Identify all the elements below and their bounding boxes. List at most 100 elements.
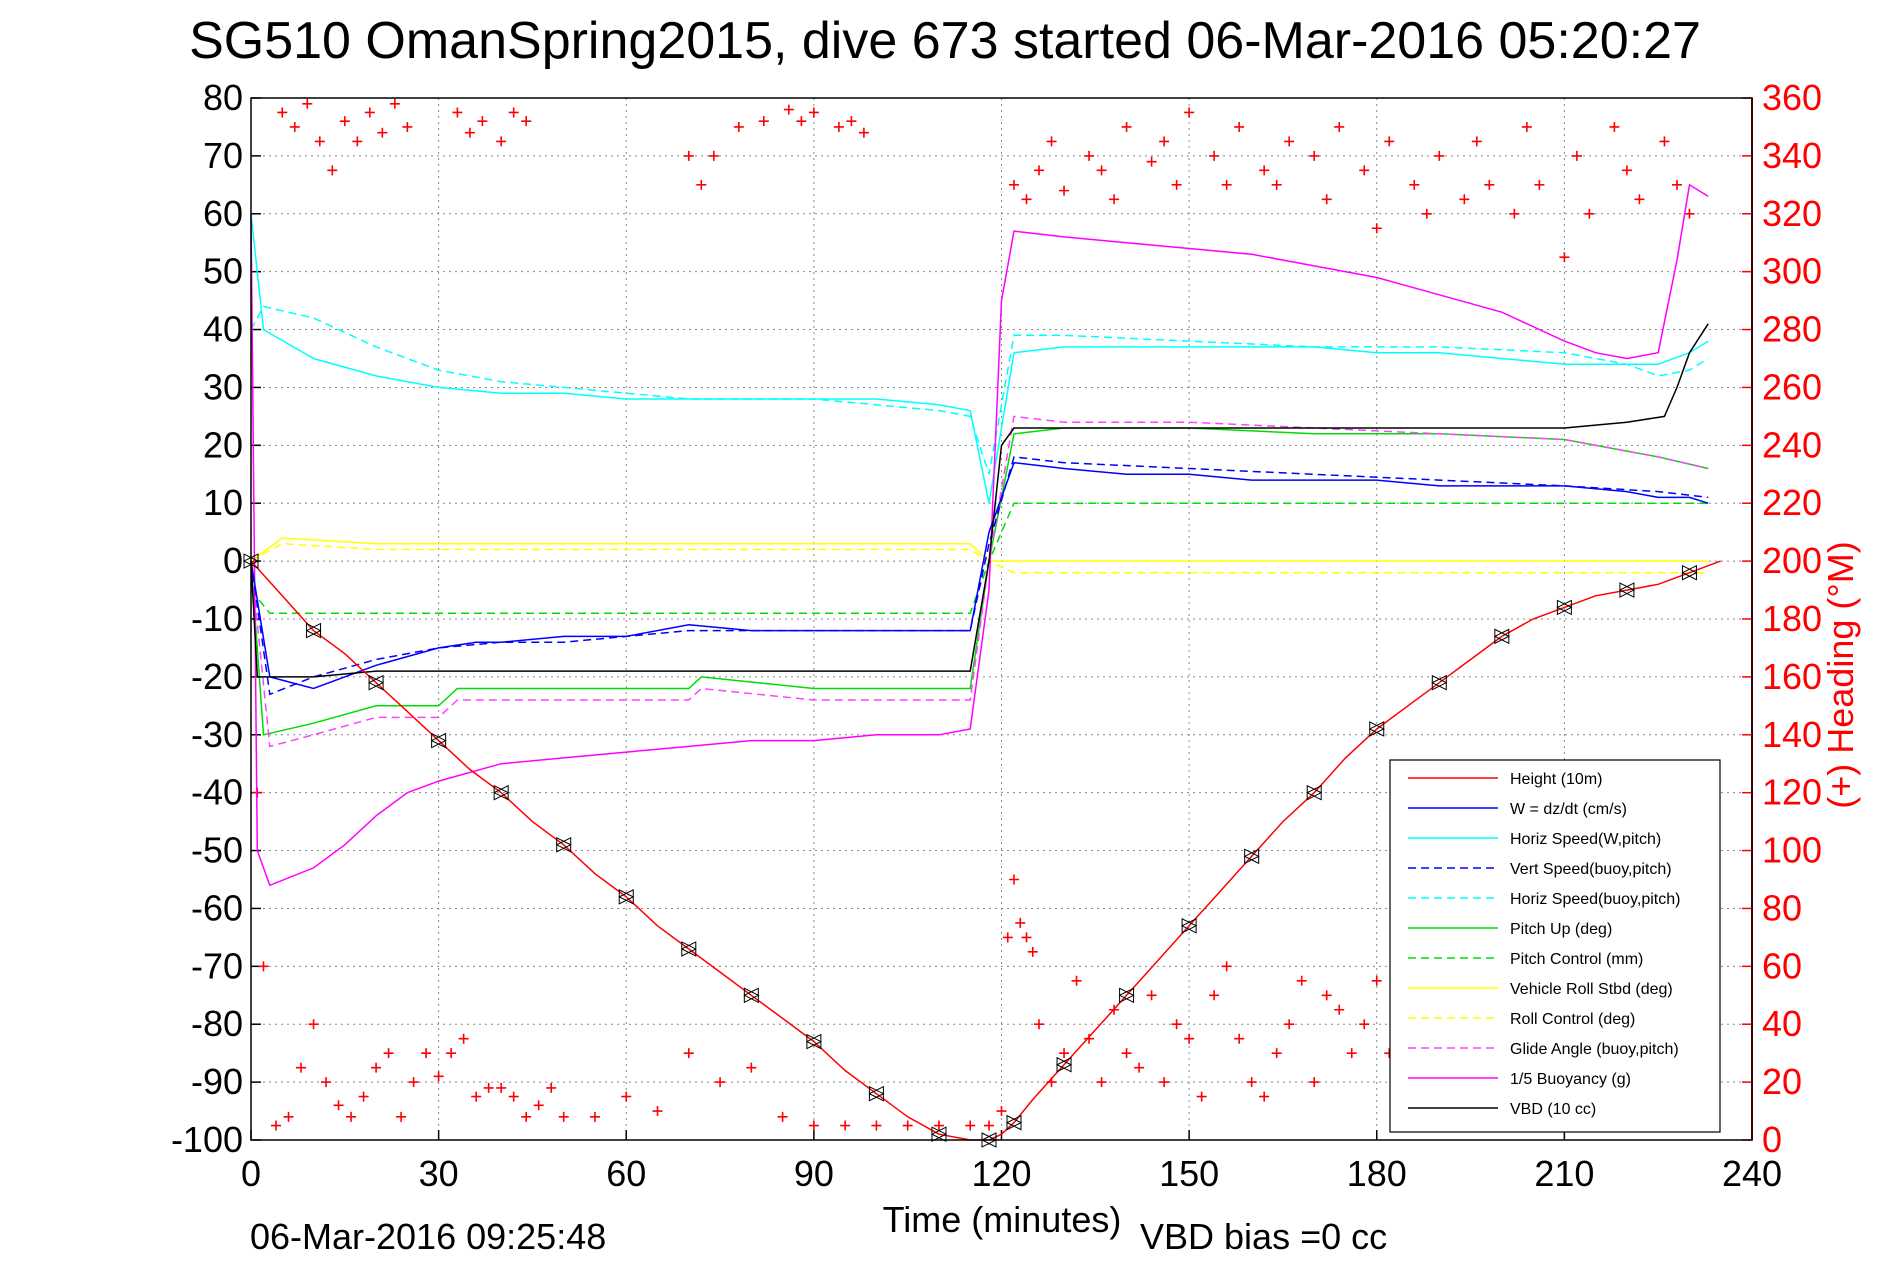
heading-point bbox=[1584, 208, 1595, 219]
heading-point bbox=[933, 1120, 944, 1131]
heading-point bbox=[296, 1062, 307, 1073]
y-tick-label: -30 bbox=[191, 714, 243, 755]
heading-point bbox=[1684, 208, 1695, 219]
legend-entry: Vert Speed(buoy,pitch) bbox=[1510, 861, 1672, 878]
series-line bbox=[250, 560, 1721, 1141]
heading-point bbox=[1071, 975, 1082, 986]
x-axis-label: Time (minutes) bbox=[883, 1199, 1122, 1240]
heading-point bbox=[652, 1106, 663, 1117]
heading-point bbox=[1084, 150, 1095, 161]
heading-point bbox=[902, 1120, 913, 1131]
heading-point bbox=[377, 127, 388, 138]
heading-point bbox=[1296, 975, 1307, 986]
gridlines bbox=[250, 97, 1753, 1141]
heading-point bbox=[1321, 990, 1332, 1001]
heading-point bbox=[808, 107, 819, 118]
height-marker bbox=[1431, 674, 1448, 691]
heading-point bbox=[1271, 1048, 1282, 1059]
y-tick-label: -60 bbox=[191, 887, 243, 928]
heading-point bbox=[833, 121, 844, 132]
height-marker bbox=[743, 987, 760, 1004]
heading-point bbox=[371, 1062, 382, 1073]
height-marker bbox=[555, 836, 572, 853]
heading-point bbox=[1621, 165, 1632, 176]
heading-point bbox=[1009, 874, 1020, 885]
heading-point bbox=[1015, 917, 1026, 928]
heading-point bbox=[1521, 121, 1532, 132]
heading-point bbox=[1384, 136, 1395, 147]
y2-tick-label: 160 bbox=[1762, 656, 1822, 697]
height-marker bbox=[1618, 582, 1636, 598]
x-tick-labels: 0 30 60 90 120 150 180 210 240 bbox=[241, 1153, 1782, 1194]
heading-point bbox=[421, 1048, 432, 1059]
y2-tick-label: 220 bbox=[1762, 482, 1822, 523]
y-tick-label: 60 bbox=[203, 193, 243, 234]
heading-point bbox=[546, 1082, 557, 1093]
heading-point bbox=[521, 116, 532, 127]
y2-tick-label: 180 bbox=[1762, 598, 1822, 639]
heading-point bbox=[308, 1019, 319, 1030]
y2-tick-label: 0 bbox=[1762, 1119, 1782, 1160]
heading-point bbox=[1146, 990, 1157, 1001]
height-marker bbox=[430, 732, 447, 749]
heading-point bbox=[1284, 136, 1295, 147]
heading-point bbox=[333, 1100, 344, 1111]
legend-box bbox=[1389, 759, 1721, 1133]
heading-point bbox=[352, 136, 363, 147]
y2-tick-label: 60 bbox=[1762, 945, 1802, 986]
heading-point bbox=[1234, 1033, 1245, 1044]
footer-timestamp: 06-Mar-2016 09:25:48 bbox=[250, 1216, 606, 1257]
y-tick-label: -100 bbox=[171, 1119, 243, 1160]
heading-point bbox=[289, 121, 300, 132]
heading-point bbox=[1021, 932, 1032, 943]
y-tick-label: 40 bbox=[203, 309, 243, 350]
y-tick-label: 0 bbox=[223, 540, 243, 581]
heading-point bbox=[1109, 194, 1120, 205]
heading-point bbox=[396, 1111, 407, 1122]
heading-point bbox=[471, 1091, 482, 1102]
heading-point bbox=[683, 150, 694, 161]
heading-point bbox=[1271, 179, 1282, 190]
heading-point bbox=[277, 107, 288, 118]
y2-axis-label: (+) Heading (°M) bbox=[1820, 541, 1861, 808]
heading-point bbox=[1559, 252, 1570, 263]
height-marker bbox=[1681, 564, 1698, 581]
y2-tick-label: 280 bbox=[1762, 309, 1822, 350]
height-markers bbox=[242, 553, 1698, 1148]
y-tick-label: 10 bbox=[203, 482, 243, 523]
heading-point bbox=[1184, 1033, 1195, 1044]
y2-tick-label: 120 bbox=[1762, 772, 1822, 813]
legend-entry: VBD (10 cc) bbox=[1510, 1101, 1596, 1118]
y2-tick-label: 40 bbox=[1762, 1003, 1802, 1044]
heading-point bbox=[1046, 136, 1057, 147]
heading-point bbox=[533, 1100, 544, 1111]
heading-point bbox=[558, 1111, 569, 1122]
heading-point bbox=[1309, 150, 1320, 161]
legend-entry: Pitch Control (mm) bbox=[1510, 951, 1643, 968]
series-lines bbox=[250, 183, 1721, 1141]
heading-point bbox=[477, 116, 488, 127]
heading-point bbox=[746, 1062, 757, 1073]
y2-tick-label: 300 bbox=[1762, 251, 1822, 292]
heading-point bbox=[433, 1071, 444, 1082]
heading-point bbox=[402, 121, 413, 132]
heading-point bbox=[1509, 208, 1520, 219]
heading-point bbox=[1334, 121, 1345, 132]
y2-tick-label: 240 bbox=[1762, 424, 1822, 465]
heading-point bbox=[683, 1048, 694, 1059]
legend-entry: Pitch Up (deg) bbox=[1510, 921, 1612, 938]
heading-point bbox=[1146, 156, 1157, 167]
heading-point bbox=[508, 1091, 519, 1102]
heading-point bbox=[1034, 1019, 1045, 1030]
heading-point bbox=[1484, 179, 1495, 190]
heading-point bbox=[708, 150, 719, 161]
series-line bbox=[250, 183, 1709, 887]
heading-point bbox=[621, 1091, 632, 1102]
y2-tick-label: 80 bbox=[1762, 887, 1802, 928]
heading-point bbox=[1471, 136, 1482, 147]
y2-tick-labels: 0 20 40 60 80 100 120 140 160 180 200 220 240 260 280 3… bbox=[1762, 77, 1822, 1160]
heading-point bbox=[1246, 1077, 1257, 1088]
heading-point bbox=[1209, 990, 1220, 1001]
series-line bbox=[250, 213, 1709, 504]
y-tick-label: 20 bbox=[203, 424, 243, 465]
